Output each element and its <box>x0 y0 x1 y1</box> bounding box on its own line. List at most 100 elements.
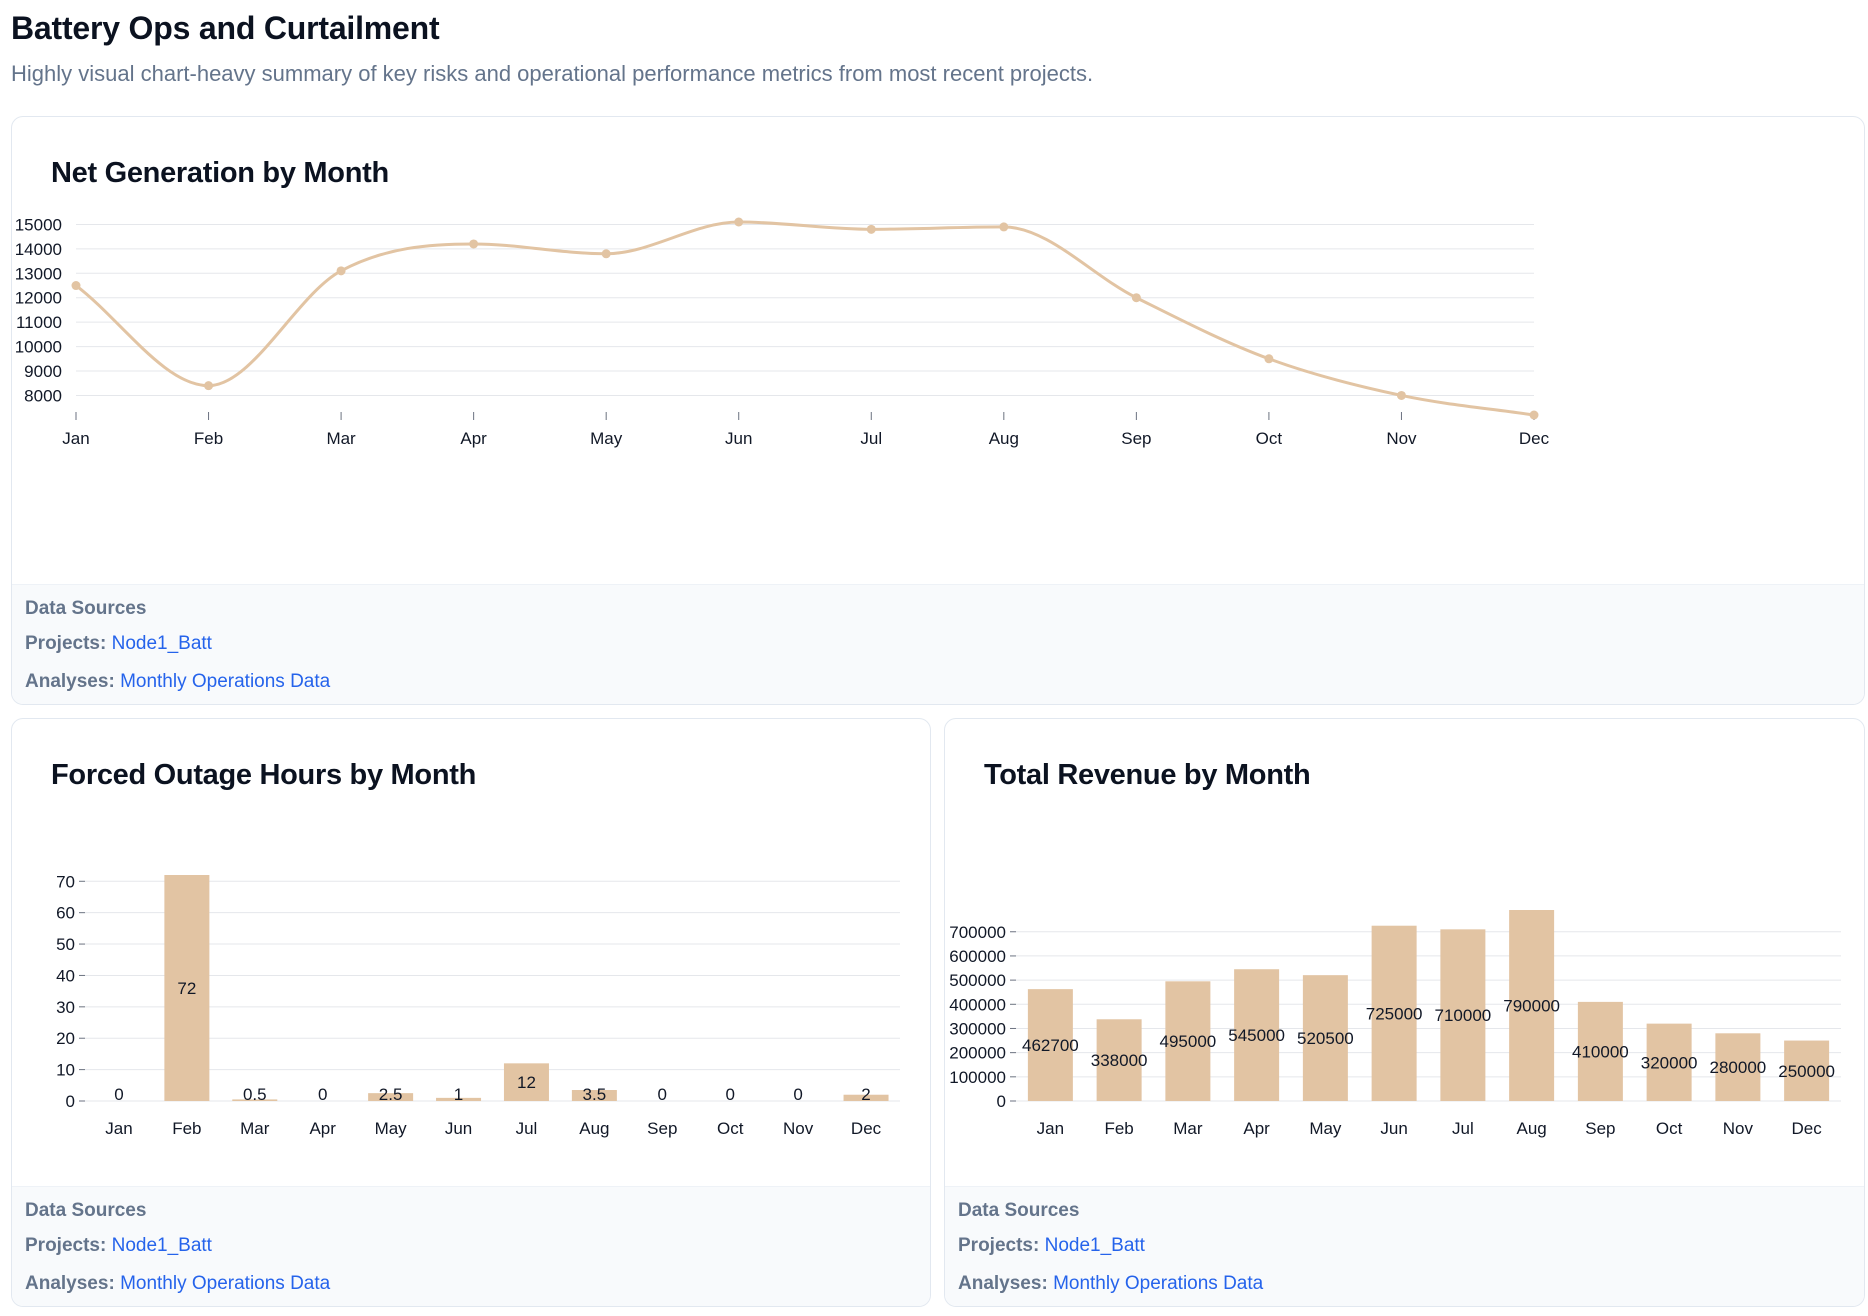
projects-row: Projects: Node1_Batt <box>958 1232 1864 1270</box>
x-tick-label: Mar <box>240 1119 270 1138</box>
x-tick-label: Oct <box>1656 1119 1683 1138</box>
y-tick-label: 0 <box>66 1092 75 1111</box>
bar-value-label: 72 <box>177 979 196 998</box>
bar-value-label: 520500 <box>1297 1029 1354 1048</box>
series-line <box>75 220 1535 417</box>
analysis-link[interactable]: Monthly Operations Data <box>120 671 331 692</box>
total-revenue-chart: 0 100000 200000 300000 400000 500000 600000 700… <box>949 910 1841 1138</box>
data-sources-heading: Data Sources <box>958 1200 1080 1221</box>
bar-value-label: 250000 <box>1778 1062 1835 1081</box>
x-tick-label: Feb <box>1104 1119 1133 1138</box>
bar-value-label: 3.5 <box>583 1085 607 1104</box>
data-point <box>1131 293 1141 303</box>
y-tick-label: 70 <box>56 872 75 891</box>
data-point <box>204 381 214 391</box>
x-tick-label: May <box>375 1119 408 1138</box>
data-sources: Data Sources Projects: Node1_Batt Analys… <box>945 1186 1864 1306</box>
x-tick-label: Jun <box>445 1119 472 1138</box>
project-link[interactable]: Node1_Batt <box>111 633 212 654</box>
analyses-row: Analyses: Monthly Operations Data <box>25 668 1864 704</box>
data-sources-heading: Data Sources <box>25 598 147 619</box>
x-tick-label: Jun <box>1380 1119 1407 1138</box>
projects-row: Projects: Node1_Batt <box>25 1232 930 1270</box>
y-tick-label: 700000 <box>949 923 1006 942</box>
project-link[interactable]: Node1_Batt <box>111 1235 212 1256</box>
data-sources: Data Sources Projects: Node1_Batt Analys… <box>12 1186 930 1306</box>
data-point <box>1396 390 1406 400</box>
bar-value-label: 725000 <box>1366 1004 1423 1023</box>
bar <box>1234 969 1280 1101</box>
x-tick-label: Apr <box>1243 1119 1270 1138</box>
x-tick-label: May <box>590 429 623 448</box>
x-tick-label: Dec <box>851 1119 882 1138</box>
analysis-link[interactable]: Monthly Operations Data <box>1053 1273 1264 1294</box>
x-tick-label: Jul <box>516 1119 538 1138</box>
bar-value-label: 0 <box>114 1085 123 1104</box>
data-point <box>71 281 81 291</box>
x-tick-label: Oct <box>717 1119 744 1138</box>
x-tick-label: Apr <box>309 1119 336 1138</box>
bar-value-label: 0.5 <box>243 1085 267 1104</box>
bar-value-label: 2.5 <box>379 1085 403 1104</box>
page-subtitle: Highly visual chart-heavy summary of key… <box>11 61 1094 86</box>
x-tick-label: Jul <box>860 429 882 448</box>
bar-value-label: 338000 <box>1091 1051 1148 1070</box>
y-tick-label: 30 <box>56 998 75 1017</box>
project-link[interactable]: Node1_Batt <box>1044 1235 1145 1256</box>
data-sources-heading: Data Sources <box>25 1200 147 1221</box>
x-tick-label: Jan <box>62 429 89 448</box>
bar <box>1715 1033 1761 1101</box>
analyses-label: Analyses: <box>25 671 115 692</box>
y-tick-label: 8000 <box>24 386 62 405</box>
x-tick-label: Feb <box>194 429 223 448</box>
analysis-link[interactable]: Monthly Operations Data <box>120 1273 331 1294</box>
y-tick-label: 10 <box>56 1061 75 1080</box>
bar <box>164 875 210 1101</box>
bar <box>1577 1001 1623 1101</box>
x-tick-label: Sep <box>1585 1119 1615 1138</box>
x-tick-label: Jun <box>725 429 752 448</box>
y-tick-label: 10000 <box>15 338 62 357</box>
bar <box>1371 925 1417 1101</box>
data-point <box>336 266 346 276</box>
y-tick-label: 9000 <box>24 362 62 381</box>
analyses-row: Analyses: Monthly Operations Data <box>25 1270 930 1306</box>
y-tick-label: 500000 <box>949 971 1006 990</box>
card-title: Net Generation by Month <box>51 157 389 189</box>
x-tick-label: Jul <box>1452 1119 1474 1138</box>
data-point <box>734 217 744 227</box>
data-point <box>866 224 876 234</box>
y-tick-label: 12000 <box>15 289 62 308</box>
data-point <box>469 239 479 249</box>
y-tick-label: 14000 <box>15 240 62 259</box>
bar-value-label: 12 <box>517 1073 536 1092</box>
x-tick-label: Nov <box>1386 429 1417 448</box>
x-tick-label: Jan <box>105 1119 132 1138</box>
bar-value-label: 0 <box>318 1085 327 1104</box>
bar <box>503 1063 549 1101</box>
bar-value-label: 710000 <box>1435 1006 1492 1025</box>
x-tick-label: Jan <box>1037 1119 1064 1138</box>
projects-label: Projects: <box>25 633 107 654</box>
x-tick-label: Nov <box>783 1119 814 1138</box>
net-generation-card: Net Generation by Month 8000 9000 10000 110… <box>11 116 1865 705</box>
bar <box>571 1090 617 1101</box>
y-tick-label: 40 <box>56 966 75 985</box>
bar-value-label: 790000 <box>1503 997 1560 1016</box>
bar-value-label: 320000 <box>1641 1053 1698 1072</box>
y-tick-label: 20 <box>56 1029 75 1048</box>
y-tick-label: 300000 <box>949 1019 1006 1038</box>
y-tick-label: 400000 <box>949 995 1006 1014</box>
y-tick-label: 0 <box>997 1092 1006 1111</box>
x-tick-label: Oct <box>1256 429 1283 448</box>
page-title: Battery Ops and Curtailment <box>11 10 440 46</box>
analyses-label: Analyses: <box>958 1273 1048 1294</box>
forced-outage-card: Forced Outage Hours by Month 0 10 20 30 40 50… <box>11 718 931 1307</box>
analyses-row: Analyses: Monthly Operations Data <box>958 1270 1864 1306</box>
bar <box>436 1097 482 1101</box>
x-tick-label: May <box>1309 1119 1342 1138</box>
bar-value-label: 2 <box>861 1085 870 1104</box>
x-tick-label: Mar <box>1173 1119 1203 1138</box>
x-tick-label: Sep <box>647 1119 677 1138</box>
bar <box>1440 929 1486 1101</box>
